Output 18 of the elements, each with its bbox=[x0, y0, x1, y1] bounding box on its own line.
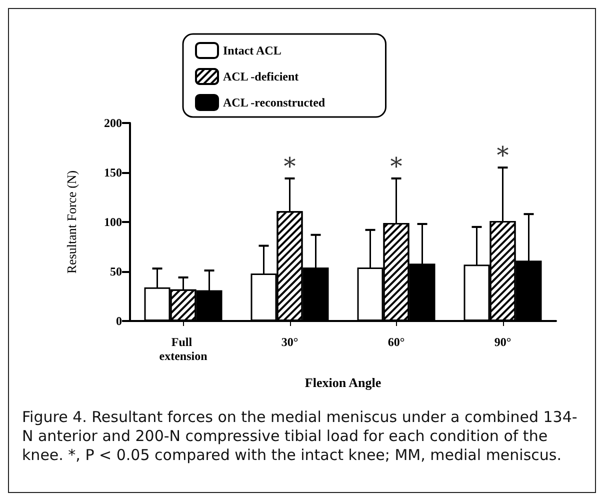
annotation: * bbox=[284, 152, 296, 180]
x-tick-label: 30° bbox=[281, 335, 298, 349]
legend-label: ACL -deficient bbox=[223, 70, 299, 84]
legend-label: ACL -reconstructed bbox=[223, 96, 326, 110]
x-tick-label: 90° bbox=[494, 335, 512, 349]
y-tick-label: 50 bbox=[110, 264, 122, 278]
caption: Figure 4. Resultant forces on the medial meniscus under a combined 134-N anterior and 200-N compressive tibial load for each condition of the knee. *, P < 0.05 compared with the intact knee; MM, medial meniscus. bbox=[22, 408, 578, 465]
y-axis-title: Resultant Force (N) bbox=[64, 170, 79, 274]
annotation: * bbox=[390, 152, 402, 180]
y-tick-label: 150 bbox=[104, 166, 122, 180]
annotation: * bbox=[496, 142, 509, 170]
x-tick-label: Full extension bbox=[159, 335, 208, 363]
y-tick-label: 0 bbox=[116, 314, 122, 328]
x-axis-title: Flexion Angle bbox=[304, 375, 382, 390]
x-tick-label: 60° bbox=[388, 335, 405, 349]
legend-label: Intact ACL bbox=[223, 44, 282, 58]
y-tick-label: 200 bbox=[104, 116, 122, 130]
y-tick-label: 100 bbox=[104, 215, 122, 229]
